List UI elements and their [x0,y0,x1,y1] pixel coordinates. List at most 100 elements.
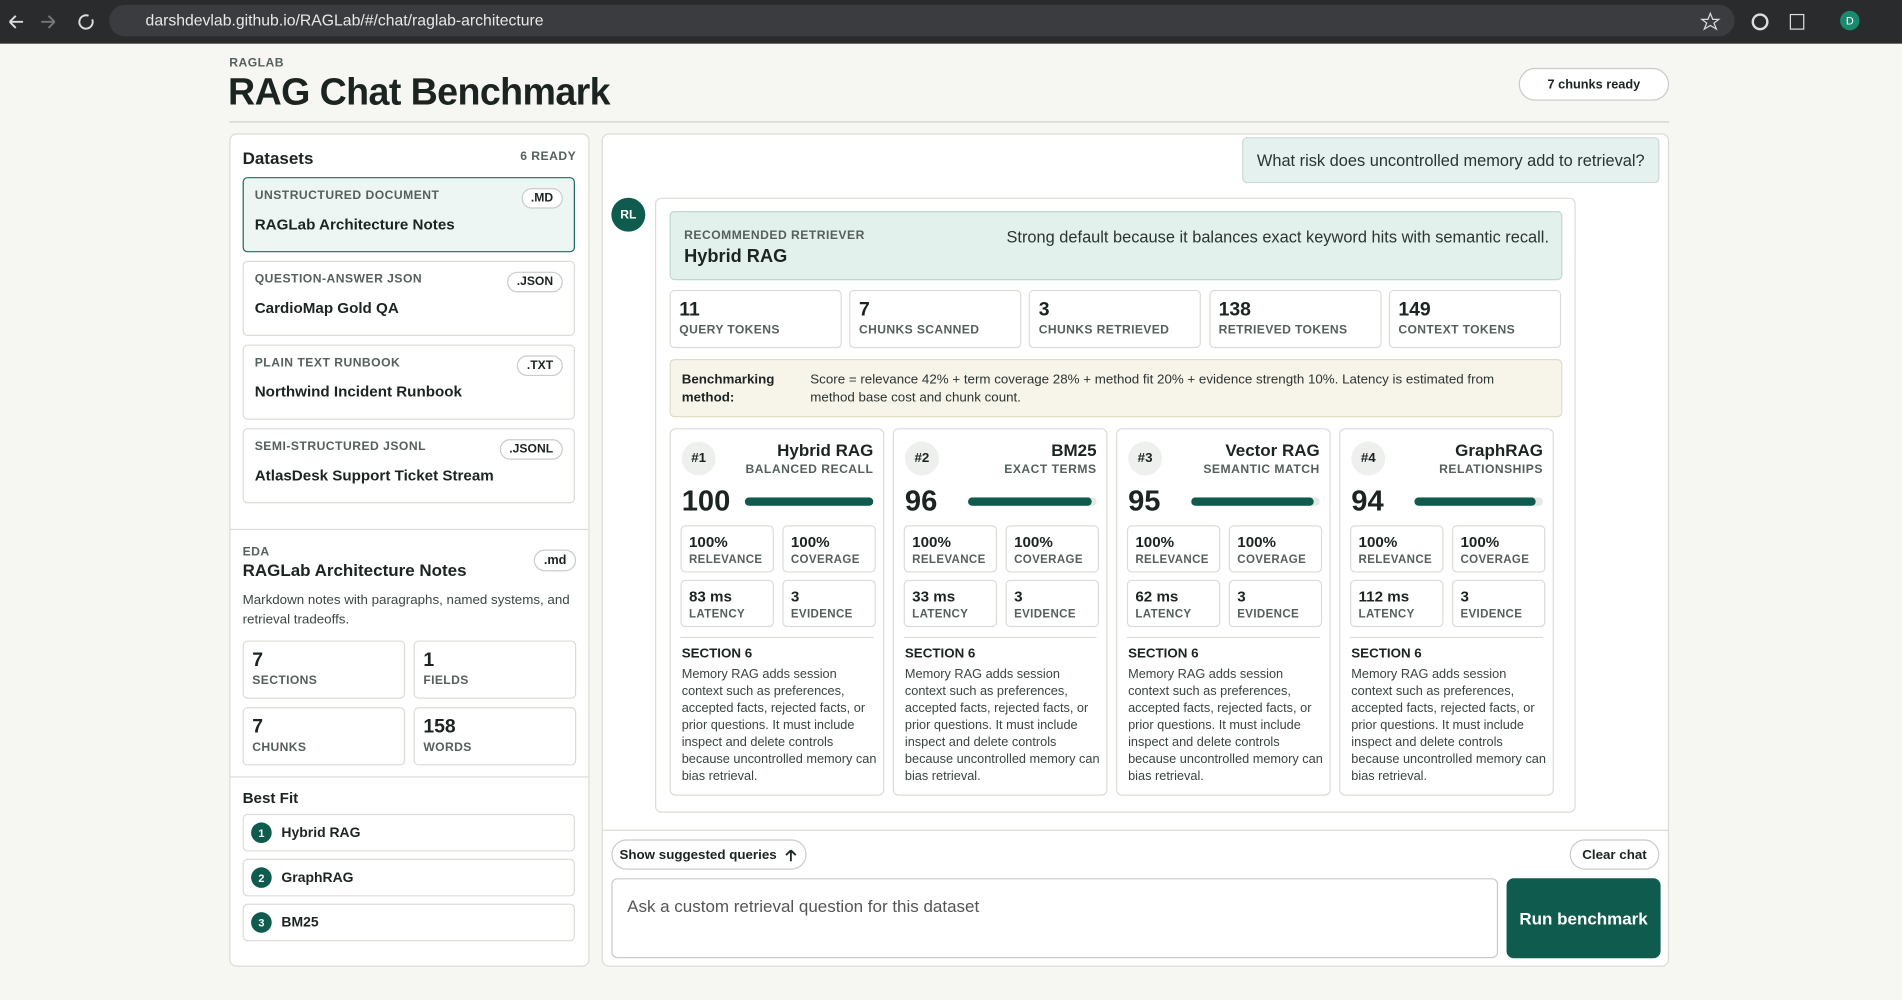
dataset-name: RAGLab Architecture Notes [254,215,455,233]
stat-label: COVERAGE [1014,553,1083,567]
stat-value: 33 ms [912,588,956,606]
eda-description: Markdown notes with paragraphs, named sy… [242,593,570,627]
result-stat: 100% COVERAGE [1005,525,1099,573]
arrow-icon [785,849,797,861]
eda-stat: 158 WORDS [413,707,577,766]
profile-avatar[interactable]: D [1840,10,1860,31]
chat-panel: What risk does uncontrolled memory add t… [601,133,1670,967]
query-input[interactable]: Ask a custom retrieval question for this… [611,878,1499,959]
eyebrow: RAGLAB [229,57,285,71]
result-stat: 100% COVERAGE [1451,525,1546,573]
stat-label: COVERAGE [1237,553,1307,567]
evidence-excerpt: Memory RAG adds session context such as … [1351,667,1546,784]
dataset-name: AtlasDesk Support Ticket Stream [254,467,494,484]
method-name: Hybrid RAG [281,825,361,841]
dataset-card[interactable]: PLAIN TEXT RUNBOOK .TXT Northwind Incident… [242,344,575,420]
score: 96 [904,485,938,518]
result-stat: 112 ms LATENCY [1350,579,1444,628]
method-tag: EXACT TERMS [1004,463,1097,477]
page-title: RAG Chat Benchmark [228,70,611,113]
eda-stat: 1 FIELDS [413,640,577,699]
dataset-kind: SEMI-STRUCTURED JSONL [254,440,426,454]
stat-value: 1 [423,650,435,671]
stat-value: 83 ms [688,588,732,606]
stat-value: 3 [1460,588,1469,606]
result-stat: 100% RELEVANCE [903,525,998,573]
result-card: #3 Vector RAG SEMANTIC MATCH 95 100% RELEVANC… [1115,428,1331,796]
method-note: Benchmarking method: Score = relevance 42… [669,359,1563,418]
dataset-card[interactable]: UNSTRUCTURED DOCUMENT .MD RAGLab Architect… [242,177,575,253]
metric-label: CONTEXT TOKENS [1398,323,1516,338]
answer-card: RECOMMENDED RETRIEVER Hybrid RAG Strong de… [655,197,1576,813]
eda-label: EDA [242,545,270,560]
stat-label: EVIDENCE [1460,607,1523,622]
result-stat: 100% COVERAGE [1228,525,1323,573]
score-track [967,497,1097,506]
stat-value: 158 [423,716,456,738]
stat-value: 112 ms [1358,588,1410,606]
ready-count: 6 READY [520,150,577,164]
score: 100 [681,485,731,518]
score-track [744,497,874,506]
dataset-kind: PLAIN TEXT RUNBOOK [254,356,401,370]
user-question: What risk does uncontrolled memory add t… [1242,137,1660,184]
stat-label: SECTIONS [252,674,318,688]
method-name: Hybrid RAG [777,440,874,460]
dataset-card[interactable]: SEMI-STRUCTURED JSONL .JSONL AtlasDesk Sup… [242,428,575,504]
evidence-excerpt: Memory RAG adds session context such as … [1128,667,1323,784]
metric-value: 3 [1038,299,1050,321]
stat-label: LATENCY [912,607,969,622]
stat-label: RELEVANCE [912,553,986,567]
stat-label: EVIDENCE [1014,607,1076,622]
stat-value: 100% [1135,533,1175,551]
stat-label: LATENCY [1135,607,1192,622]
eda-stat: 7 SECTIONS [242,640,406,699]
address-bar[interactable]: darshdevlab.github.io/RAGLab/#/chat/ragl… [109,4,1735,37]
result-card: #4 GraphRAG RELATIONSHIPS 94 100% RELEVANCE 10… [1339,428,1554,796]
dataset-name: CardioMap Gold QA [254,299,399,317]
method-name: BM25 [281,915,319,930]
score-bar [1191,497,1314,506]
score-bar [1414,497,1536,506]
divider [903,636,1097,639]
metric: 138 RETRIEVED TOKENS [1208,289,1382,349]
rank-badge: #2 [904,441,939,476]
metric: 11 QUERY TOKENS [669,289,842,349]
dataset-card[interactable]: QUESTION-ANSWER JSON .JSON CardioMap Gold … [242,260,575,337]
stat-label: RELEVANCE [688,553,763,567]
stat-value: 100% [912,533,951,551]
dataset-name: Northwind Incident Runbook [254,383,462,401]
stat-label: EVIDENCE [790,607,853,622]
rank-badge: 3 [251,912,272,933]
stat-label: COVERAGE [790,553,860,567]
stat-label: CHUNKS [252,741,307,755]
eda-ext: .md [534,549,577,572]
stat-label: COVERAGE [1460,553,1530,567]
suggest-button[interactable]: Show suggested queries [611,839,807,870]
best-fit-item[interactable]: 2 GraphRAG [242,858,575,897]
result-stat: 100% RELEVANCE [1350,525,1444,573]
stat-value: 100% [688,533,728,551]
dataset-ext: .TXT [517,355,563,377]
best-fit-item[interactable]: 3 BM25 [242,903,575,942]
method-tag: BALANCED RECALL [745,463,874,477]
metric-value: 7 [859,299,870,321]
rank-badge: #3 [1128,441,1163,476]
best-fit-item[interactable]: 1 Hybrid RAG [242,813,575,852]
toolbar-icons [1700,11,1805,31]
divider [1350,636,1543,639]
stat-label: LATENCY [688,607,746,622]
score-bar [967,497,1092,506]
recommended-method: Hybrid RAG [684,246,788,267]
clear-button[interactable]: Clear chat [1569,839,1660,870]
rank-badge: #4 [1351,441,1386,476]
stat-value: 100% [1460,533,1500,551]
result-stat: 83 ms LATENCY [680,579,774,628]
stat-value: 62 ms [1135,588,1179,606]
run-button[interactable]: Run benchmark [1506,878,1661,959]
stat-label: LATENCY [1358,607,1415,622]
rank-badge: 1 [251,822,272,844]
evidence-section: SECTION 6 [1128,646,1199,662]
best-fit-title: Best Fit [242,789,299,807]
